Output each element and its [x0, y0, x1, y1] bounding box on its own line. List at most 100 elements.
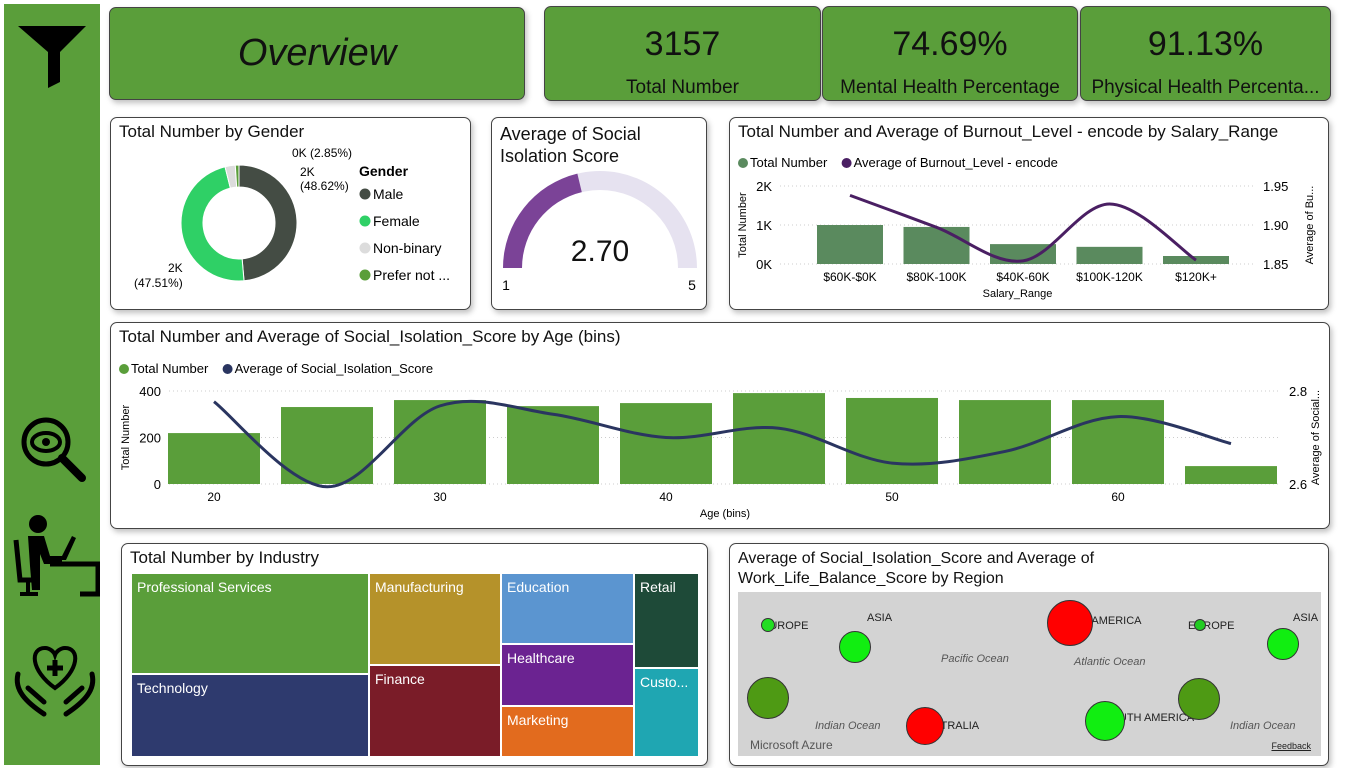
legend-item: Prefer not ...	[373, 267, 450, 283]
gauge-card: Average of Social Isolation Score 2.70 1 5	[491, 117, 707, 310]
treemap-tile[interactable]: Healthcare	[502, 645, 633, 705]
y2-axis-title: Average of Bu...	[1304, 186, 1316, 265]
x-tick-label: 30	[433, 490, 447, 504]
legend-marker	[841, 158, 852, 168]
region-bubble[interactable]	[1085, 701, 1125, 741]
data-label-male-pct: (48.62%)	[300, 179, 349, 193]
region-bubble[interactable]	[747, 677, 789, 719]
kpi-physical-health: 91.13% Physical Health Percenta...	[1080, 6, 1331, 101]
y2-tick-label: 1.85	[1263, 257, 1288, 272]
sidebar	[4, 4, 100, 765]
treemap-tile[interactable]: Finance	[370, 666, 500, 756]
series-line	[213, 399, 1232, 489]
legend-marker	[359, 269, 371, 281]
treemap-tile[interactable]: Professional Services	[132, 574, 368, 673]
chart-title: Total Number and Average of Burnout_Leve…	[738, 122, 1279, 141]
kpi-value: 74.69%	[892, 25, 1008, 63]
region-bubble[interactable]	[761, 618, 775, 632]
gender-donut-card: Total Number by Gender 0K (2.85%) 2K (48…	[110, 117, 471, 310]
y-axis-title: Total Number	[120, 404, 132, 470]
chart-title: Total Number and Average of Social_Isola…	[119, 327, 621, 346]
donut-slice-1	[180, 166, 245, 282]
x-tick-label: 40	[659, 490, 673, 504]
treemap-tile[interactable]: Education	[502, 574, 633, 643]
treemap-tile[interactable]: Retail	[635, 574, 698, 667]
legend-item: Average of Social_Isolation_Score	[235, 361, 434, 376]
y2-tick-label: 2.6	[1289, 477, 1307, 492]
y-tick-label: 0	[154, 477, 161, 492]
gauge-value: 2.70	[571, 235, 629, 268]
bar	[733, 393, 825, 484]
gauge-min: 1	[502, 277, 510, 293]
legend-marker	[222, 364, 233, 374]
region-bubble[interactable]	[1194, 619, 1206, 631]
heart-hands-icon[interactable]	[10, 640, 100, 720]
ocean-label: Pacific Ocean	[941, 653, 1009, 665]
industry-treemap: Professional Services Technology Manufactu…	[122, 544, 707, 765]
legend-item: Average of Burnout_Level - encode	[854, 155, 1058, 170]
y2-tick-label: 1.90	[1263, 218, 1288, 233]
data-label-female-pct: (47.51%)	[134, 276, 183, 290]
feedback-link[interactable]: Feedback	[1271, 741, 1311, 751]
region-bubble[interactable]	[839, 631, 871, 663]
eye-search-icon[interactable]	[18, 416, 90, 486]
bar	[281, 407, 373, 484]
x-tick-label: 50	[885, 490, 899, 504]
y-axis-title: Total Number	[737, 192, 749, 258]
bar	[1076, 246, 1143, 264]
legend-item: Total Number	[750, 155, 828, 170]
legend-item: Non-binary	[373, 240, 441, 256]
x-tick-label: $60K-$0K	[823, 270, 876, 284]
burnout-salary-card: Total Number and Average of Burnout_Leve…	[729, 117, 1329, 310]
kpi-value: 91.13%	[1147, 25, 1264, 63]
filter-icon[interactable]	[14, 22, 90, 92]
map-attribution: Microsoft Azure	[750, 738, 833, 752]
legend-item: Female	[373, 213, 420, 229]
treemap-tile[interactable]: Manufacturing	[370, 574, 500, 664]
y2-tick-label: 1.95	[1263, 179, 1288, 194]
region-label: ASIA	[1293, 612, 1319, 624]
chart-title: Average of Social Isolation Score	[500, 124, 641, 166]
treemap-tile[interactable]: Technology	[132, 675, 368, 756]
region-map-card: Average of Social_Isolation_Score and Av…	[729, 543, 1329, 766]
gauge-max: 5	[688, 277, 696, 293]
chart-title: Average of Social_Isolation_Score and Av…	[738, 550, 1095, 587]
kpi-mental-health: 74.69% Mental Health Percentage	[822, 6, 1078, 101]
data-label-female: 2K	[168, 261, 183, 275]
ocean-label: Indian Ocean	[815, 720, 881, 732]
gauge-fill	[503, 173, 582, 268]
age-isolation-card: Total Number and Average of Social_Isola…	[110, 322, 1330, 529]
region-bubble[interactable]	[1267, 628, 1299, 660]
x-axis-title: Age (bins)	[700, 508, 750, 520]
x-tick-label: $100K-120K	[1076, 270, 1143, 284]
y-tick-label: 400	[139, 384, 161, 399]
kpi-label: Total Number	[626, 77, 739, 98]
map-canvas[interactable]: EUROPE ASIA NORTH AMERICA EUROPE ASIA SOUTH A…	[738, 592, 1321, 756]
legend-item: Male	[373, 186, 404, 202]
region-bubble[interactable]	[1178, 678, 1220, 720]
age-combo-chart: 0 200 400 2.6 2.8 20 30 40 50 60 Age (bins) Total N…	[119, 361, 1322, 520]
region-bubble[interactable]	[906, 707, 944, 745]
region-label: ASIA	[867, 612, 893, 624]
treemap-tile[interactable]: Marketing	[502, 707, 633, 756]
x-tick-label: 60	[1111, 490, 1125, 504]
y2-axis-title: Average of Social...	[1310, 390, 1322, 485]
y-tick-label: 0K	[756, 257, 772, 272]
bar	[846, 397, 938, 484]
person-at-desk-icon[interactable]	[10, 510, 100, 600]
chart-title: Total Number by Gender	[119, 122, 305, 141]
treemap-tile[interactable]: Custo...	[635, 669, 698, 756]
region-bubble[interactable]	[1047, 600, 1093, 646]
legend-marker	[359, 188, 371, 200]
bar	[903, 226, 970, 264]
ocean-label: Indian Ocean	[1230, 720, 1296, 732]
series-line	[849, 193, 1197, 263]
legend-marker	[119, 364, 129, 374]
ocean-label: Atlantic Ocean	[1074, 656, 1146, 668]
y2-tick-label: 2.8	[1289, 384, 1307, 399]
kpi-total-number: 3157 Total Number	[544, 6, 821, 101]
bar	[168, 433, 260, 484]
gauge-chart: 2.70 1 5	[502, 171, 697, 293]
gender-donut-chart: 0K (2.85%) 2K (48.62%) 2K (47.51%) Gende…	[134, 146, 450, 290]
bar	[1185, 466, 1277, 484]
